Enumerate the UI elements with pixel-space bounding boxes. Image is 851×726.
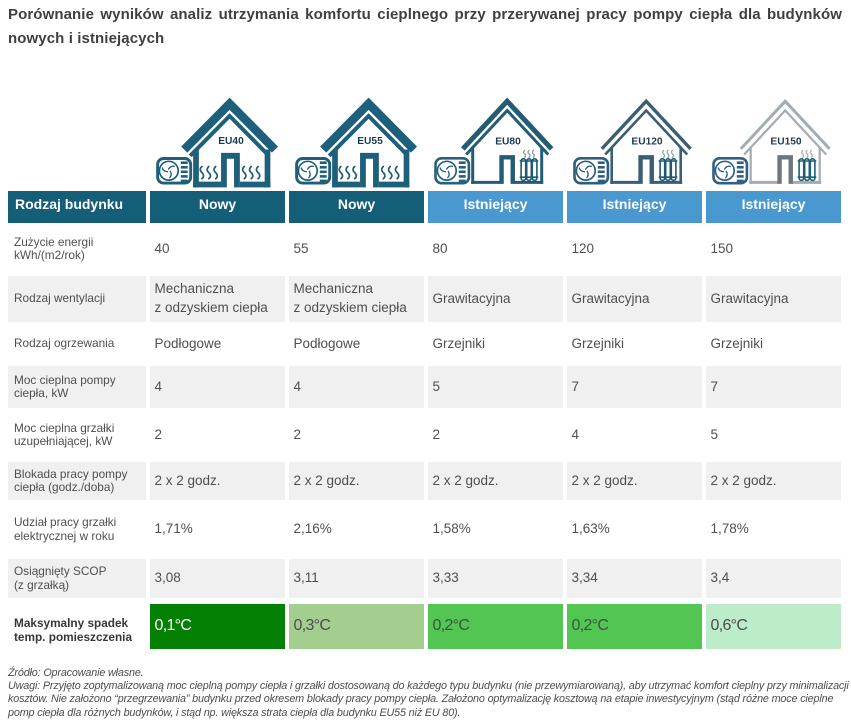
svg-text:EU120: EU120 — [631, 136, 662, 147]
svg-text:EU40: EU40 — [218, 136, 244, 147]
svg-text:EU55: EU55 — [357, 136, 383, 147]
svg-text:EU150: EU150 — [770, 136, 801, 147]
svg-text:EU80: EU80 — [495, 136, 521, 147]
